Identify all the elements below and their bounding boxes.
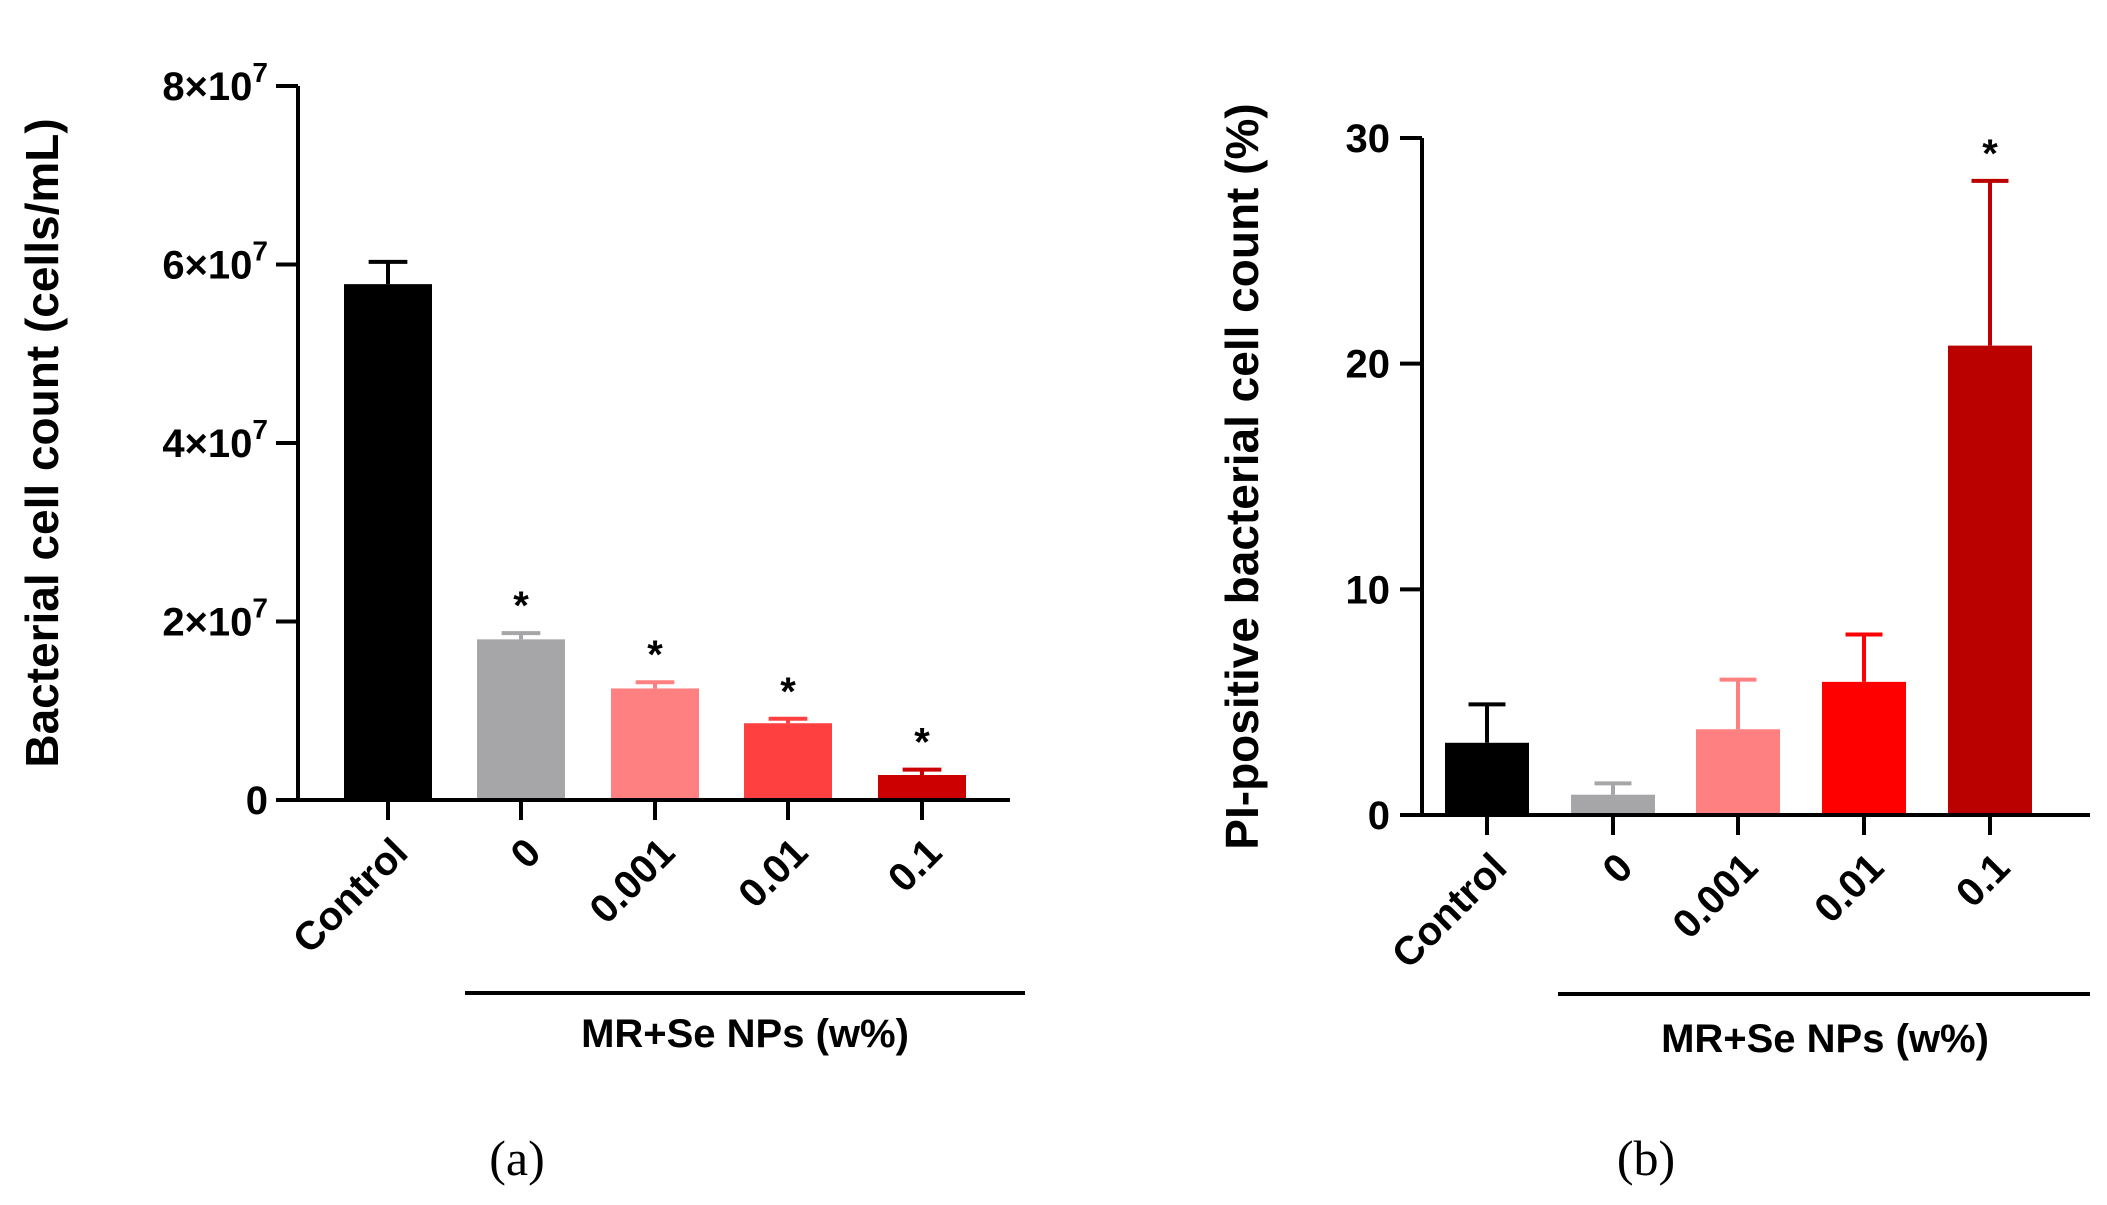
panel-b-bar-4 (1948, 345, 2032, 815)
panel-b-significance-4: * (1982, 132, 1998, 176)
panel-a-category-label-1: 0 (503, 830, 550, 877)
panel-a-y-tick-label-1: 2×107 (162, 593, 268, 645)
panel-a-y-tick-exp-2: 7 (252, 414, 268, 445)
panel-b-bar-2 (1696, 729, 1780, 815)
panel-b-y-tick-label-2: 20 (1346, 343, 1391, 387)
panel-b-y-tick-base-1: 10 (1346, 568, 1391, 612)
panel-a-significance-1: * (513, 584, 529, 628)
panel-a-y-tick-base-0: 0 (246, 779, 268, 823)
panel-a-bar-1 (477, 639, 565, 800)
panel-a-y-tick-base-3: 6×10 (162, 244, 252, 288)
panel-b-category-label-0: Control (1384, 845, 1516, 977)
panel-a-group-label: MR+Se NPs (w%) (581, 1012, 909, 1056)
panel-a-y-tick-label-4: 8×107 (162, 57, 268, 109)
panel-b-bar-3 (1822, 681, 1906, 815)
panel-a-bar-3 (744, 723, 832, 800)
panel-a-significance-2: * (647, 633, 663, 677)
panel-a-y-axis-title: Bacterial cell count (cells/mL) (16, 118, 68, 767)
panel-b-y-tick-base-3: 30 (1346, 117, 1391, 161)
panel-a-y-tick-base-2: 4×10 (162, 422, 252, 466)
panel-b-category-label-3: 0.01 (1806, 845, 1892, 931)
panel-a-category-label-3: 0.01 (730, 830, 816, 916)
panel-b-caption: (b) (1617, 1130, 1675, 1186)
panel-a-bar-4 (878, 775, 966, 800)
panel-b-y-axis-title: PI-positive bacterial cell count (%) (1216, 103, 1268, 849)
panel-b-category-label-1: 0 (1595, 845, 1642, 892)
panel-a-caption: (a) (489, 1130, 545, 1186)
panel-b-category-label-4: 0.1 (1948, 845, 2018, 915)
panel-b-category-label-2: 0.001 (1664, 845, 1766, 947)
panel-b-group-label: MR+Se NPs (w%) (1661, 1017, 1989, 1061)
panel-a-y-tick-label-0: 0 (246, 779, 268, 823)
panel-b-y-tick-label-3: 30 (1346, 117, 1391, 161)
panel-a-bar-0 (344, 284, 432, 800)
panel-a-bar-2 (611, 688, 699, 800)
panel-a-y-tick-label-3: 6×107 (162, 236, 268, 288)
panel-a-significance-4: * (914, 721, 930, 765)
panel-b-y-tick-label-1: 10 (1346, 568, 1391, 612)
panel-a-y-tick-exp-4: 7 (252, 57, 268, 88)
panel-a-significance-3: * (780, 670, 796, 714)
panel-b-y-tick-base-0: 0 (1368, 794, 1390, 838)
panel-a-y-tick-exp-3: 7 (252, 236, 268, 267)
panel-a-category-label-2: 0.001 (581, 830, 683, 932)
panel-b-bar-1 (1571, 794, 1655, 815)
panel-a-y-tick-exp-1: 7 (252, 593, 268, 624)
panel-b-y-tick-label-0: 0 (1368, 794, 1390, 838)
panel-b-chart: * 0 10 20 30 Control 0 0.001 0.01 0.1 PI-positive … (1216, 103, 2090, 1186)
panel-a-y-tick-base-4: 8×10 (162, 65, 252, 109)
panel-a-y-tick-label-2: 4×107 (162, 414, 268, 466)
panel-a-category-label-4: 0.1 (880, 830, 950, 900)
panel-a-y-tick-base-1: 2×10 (162, 601, 252, 645)
panel-b-bar-0 (1445, 742, 1529, 815)
panel-a-category-label-0: Control (285, 830, 417, 962)
panel-b-y-tick-base-2: 20 (1346, 343, 1391, 387)
